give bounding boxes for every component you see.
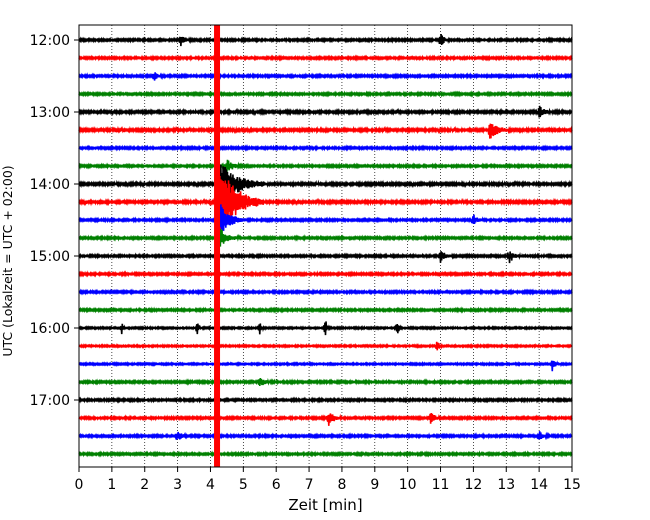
x-tick-label: 15	[563, 477, 581, 493]
x-tick-label: 1	[107, 477, 116, 493]
x-tick-label: 3	[173, 477, 182, 493]
trace-row-1230	[78, 72, 573, 81]
y-tick-label: 17:00	[30, 393, 70, 409]
trace-row-1245	[78, 90, 573, 98]
x-tick-label: 5	[239, 477, 248, 493]
x-axis-ticks: 0 1 2 3 4 5 6 7 8 9 10 11 12 13 14 15	[75, 467, 581, 493]
trace-row-1700	[78, 396, 573, 404]
trace-row-1630	[78, 360, 573, 372]
x-tick-label: 12	[464, 477, 482, 493]
trace-row-1430	[78, 204, 573, 232]
y-tick-label: 16:00	[30, 321, 70, 337]
trace-row-1645	[78, 377, 573, 386]
x-tick-label: 11	[432, 477, 450, 493]
trace-row-1600	[78, 321, 573, 336]
trace-row-1345	[78, 159, 573, 172]
x-tick-label: 2	[140, 477, 149, 493]
trace-row-1445	[78, 228, 573, 247]
event-highlight	[214, 25, 221, 467]
y-tick-label: 15:00	[30, 249, 70, 265]
y-tick-label: 13:00	[30, 105, 70, 121]
x-tick-label: 8	[337, 477, 346, 493]
plot-frame	[78, 24, 573, 468]
trace-row-1500	[78, 251, 573, 264]
y-axis-ticks: 12:00 13:00 14:00 15:00 16:00 17:00	[30, 33, 79, 409]
trace-row-1745	[78, 450, 573, 458]
trace-row-1530	[78, 288, 573, 296]
x-tick-label: 0	[75, 477, 84, 493]
x-tick-label: 4	[206, 477, 215, 493]
trace-row-1300	[78, 105, 573, 118]
x-tick-label: 10	[399, 477, 417, 493]
trace-row-1730	[78, 431, 573, 441]
y-tick-label: 14:00	[30, 177, 70, 193]
trace-row-1615	[78, 341, 573, 351]
trace-row-1215	[78, 54, 573, 62]
y-axis-label: UTC (Lokalzeit = UTC + 02:00)	[0, 165, 15, 356]
trace-row-1200	[78, 34, 573, 47]
trace-row-1715	[78, 412, 573, 426]
trace-row-1400	[78, 160, 573, 205]
y-tick-label: 12:00	[30, 33, 70, 49]
x-tick-label: 14	[530, 477, 548, 493]
trace-rows	[78, 34, 573, 458]
x-tick-label: 6	[272, 477, 281, 493]
trace-row-1315	[78, 123, 573, 139]
trace-row-1545	[78, 306, 573, 314]
trace-row-1330	[78, 144, 573, 152]
trace-row-1415	[78, 164, 573, 250]
x-axis-label: Zeit [min]	[288, 496, 362, 514]
event-marker-bar	[214, 25, 221, 467]
x-tick-label: 13	[497, 477, 515, 493]
x-tick-label: 9	[370, 477, 379, 493]
x-tick-label: 7	[305, 477, 314, 493]
trace-row-1515	[78, 270, 573, 278]
